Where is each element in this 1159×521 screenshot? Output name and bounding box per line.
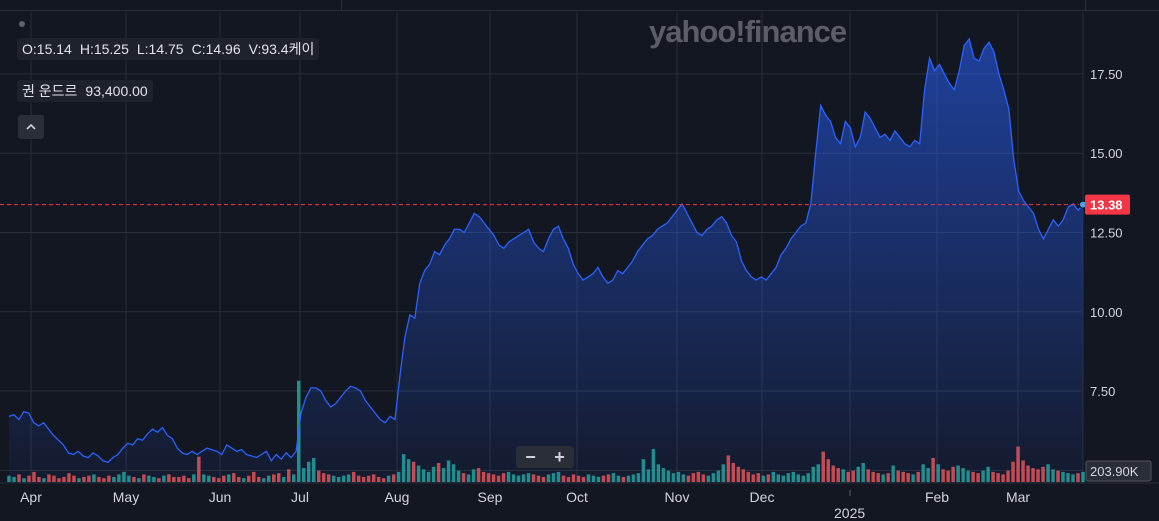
y-tick-label: 17.50 xyxy=(1090,67,1123,82)
zoom-in-button[interactable]: + xyxy=(554,447,565,467)
price-line xyxy=(8,37,1084,464)
y-tick-label: 12.50 xyxy=(1090,225,1123,240)
toolbar-separator xyxy=(1085,0,1086,10)
y-tick-label: 7.50 xyxy=(1090,384,1115,399)
toolbar-separator xyxy=(341,0,342,10)
y-tick-label: 10.00 xyxy=(1090,305,1123,320)
x-tick-label: Sep xyxy=(478,489,503,505)
x-tick-label: Feb xyxy=(925,489,949,505)
x-tick-label: Apr xyxy=(20,489,42,505)
last-volume-tag: 203.90K xyxy=(1085,460,1152,482)
volume-value: V:93.4케이 xyxy=(248,41,315,57)
close-value: C:14.96 xyxy=(191,41,241,57)
year-label: 2025 xyxy=(834,505,866,521)
time-axis[interactable]: Apr May Jun Jul Aug Sep Oct Nov Dec Feb Mar xyxy=(20,489,1030,505)
zoom-controls: − + xyxy=(516,446,574,468)
x-tick-label: Aug xyxy=(385,489,410,505)
price-area xyxy=(9,39,1083,483)
volume-legend-value: 93,400.00 xyxy=(85,83,148,99)
volume-legend-name: 권 운드르 xyxy=(22,83,78,99)
open-value: O:15.14 xyxy=(22,41,72,57)
low-value: L:14.75 xyxy=(136,41,184,57)
x-tick-label: Mar xyxy=(1006,489,1030,505)
x-tick-label: Jul xyxy=(291,489,309,505)
last-price-tag: 13.38 xyxy=(1085,194,1130,215)
x-tick-label: Dec xyxy=(750,489,775,505)
x-tick-label: Nov xyxy=(665,489,690,505)
x-tick-label: Oct xyxy=(566,489,588,505)
status-dot xyxy=(19,21,25,27)
last-volume-label: 203.90K xyxy=(1090,464,1139,479)
top-toolbar xyxy=(0,0,1159,11)
volume-legend: 권 운드르 93,400.00 xyxy=(17,80,153,102)
last-price-label: 13.38 xyxy=(1090,198,1123,213)
zoom-out-button[interactable]: − xyxy=(525,447,536,467)
high-value: H:15.25 xyxy=(79,41,129,57)
ohlc-legend: O:15.14 H:15.25 L:14.75 C:14.96 V:93.4케이 xyxy=(17,38,320,60)
x-tick-label: Jun xyxy=(209,489,232,505)
y-tick-label: 15.00 xyxy=(1090,146,1123,161)
chevron-up-icon xyxy=(26,123,36,130)
collapse-legend-button[interactable] xyxy=(18,115,44,139)
x-tick-label: May xyxy=(113,489,139,505)
yahoo-finance-logo: yahoo!finance xyxy=(649,14,847,49)
